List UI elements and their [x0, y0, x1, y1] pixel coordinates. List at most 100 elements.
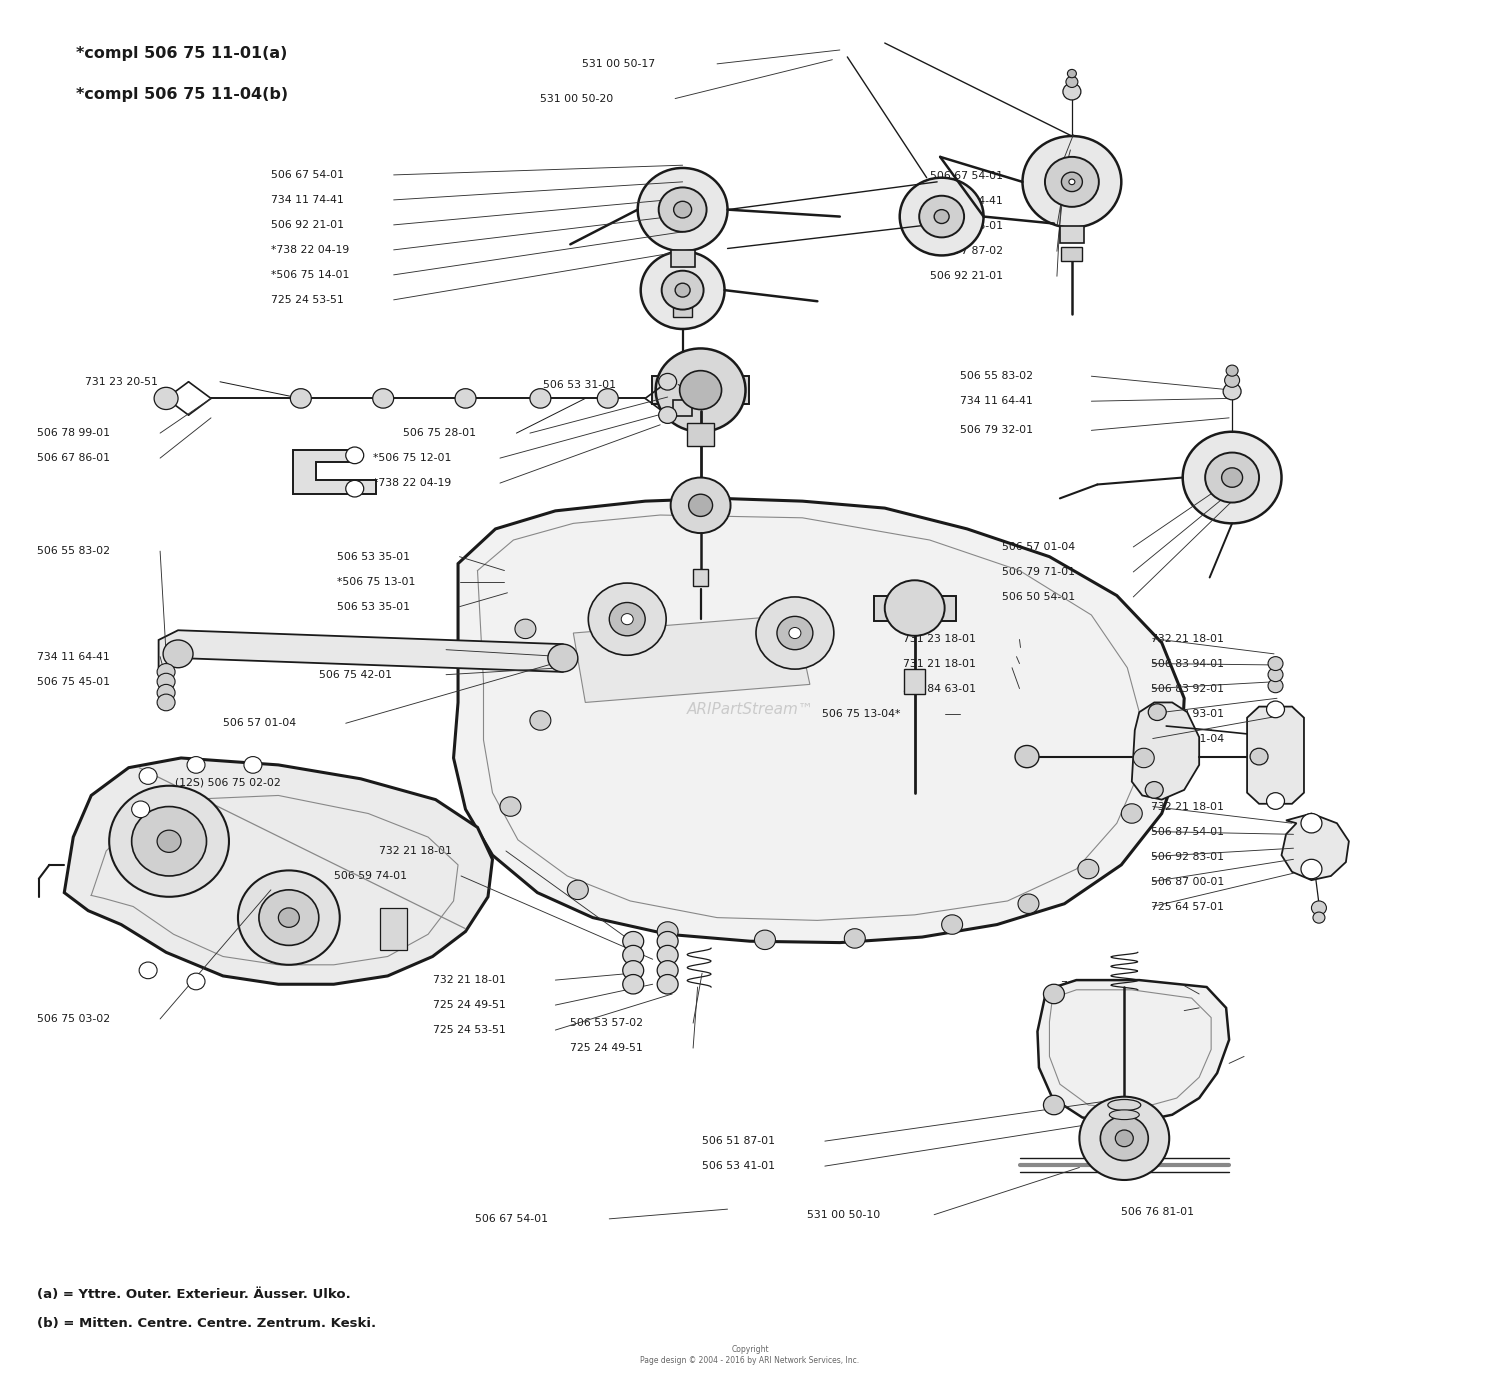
Circle shape	[621, 613, 633, 625]
Circle shape	[756, 597, 834, 669]
Circle shape	[1068, 70, 1077, 78]
Circle shape	[658, 406, 676, 423]
Circle shape	[754, 931, 776, 950]
Circle shape	[158, 673, 176, 690]
Circle shape	[548, 644, 578, 672]
Circle shape	[920, 196, 964, 238]
Text: *506 75 13-01: *506 75 13-01	[338, 577, 416, 587]
Text: 725 24 49-51: 725 24 49-51	[570, 1043, 644, 1053]
Text: 506 77 86-01: 506 77 86-01	[930, 221, 1002, 231]
Circle shape	[640, 252, 724, 330]
Text: 732 21 18-01: 732 21 18-01	[1062, 981, 1134, 990]
Polygon shape	[1246, 707, 1304, 804]
Circle shape	[1204, 452, 1258, 502]
Text: *compl 506 75 11-04(b): *compl 506 75 11-04(b)	[76, 88, 288, 103]
Text: 506 75 13-04*: 506 75 13-04*	[822, 708, 900, 719]
Text: 506 76 81-01: 506 76 81-01	[1122, 1207, 1194, 1217]
Circle shape	[345, 447, 363, 463]
Circle shape	[1023, 136, 1122, 228]
Bar	[693, 569, 708, 586]
Circle shape	[1266, 701, 1284, 718]
Circle shape	[1268, 679, 1282, 693]
Text: *738 22 04-19: *738 22 04-19	[372, 479, 452, 488]
Text: 506 53 31-01: 506 53 31-01	[543, 380, 616, 389]
Text: 506 79 71-01: 506 79 71-01	[1002, 568, 1074, 577]
Circle shape	[638, 168, 728, 252]
Circle shape	[657, 961, 678, 981]
Circle shape	[1016, 746, 1040, 768]
Text: 725 64 57-01: 725 64 57-01	[1152, 901, 1224, 911]
Text: 506 50 54-01: 506 50 54-01	[1002, 593, 1074, 602]
Circle shape	[688, 494, 712, 516]
Circle shape	[622, 932, 644, 951]
Circle shape	[622, 961, 644, 981]
Text: (a) = Yttre. Outer. Exterieur. Äusser. Ulko.: (a) = Yttre. Outer. Exterieur. Äusser. U…	[38, 1288, 351, 1301]
Circle shape	[1268, 657, 1282, 670]
Text: 734 11 74-41: 734 11 74-41	[272, 195, 344, 204]
Text: 506 75 42-01: 506 75 42-01	[320, 669, 392, 680]
Text: 506 55 83-02: 506 55 83-02	[960, 371, 1032, 381]
Text: 506 53 35-01: 506 53 35-01	[338, 602, 410, 612]
Polygon shape	[573, 615, 810, 702]
Circle shape	[291, 388, 312, 408]
Circle shape	[110, 786, 230, 897]
Text: 531 00 50-20: 531 00 50-20	[540, 93, 614, 103]
Text: 506 53 41-01: 506 53 41-01	[702, 1161, 776, 1171]
Text: 732 21 18-01: 732 21 18-01	[320, 644, 392, 655]
Circle shape	[514, 619, 535, 638]
Text: 506 67 54-01: 506 67 54-01	[474, 1214, 548, 1224]
Text: 732 21 18-01: 732 21 18-01	[1122, 1052, 1194, 1061]
Text: 506 87 54-01: 506 87 54-01	[1152, 826, 1224, 836]
Circle shape	[1080, 1096, 1168, 1180]
Circle shape	[1300, 814, 1322, 833]
Bar	[674, 303, 693, 317]
Text: 731 23 18-01: 731 23 18-01	[903, 633, 975, 644]
Text: ARIPartStream™: ARIPartStream™	[687, 702, 813, 716]
Circle shape	[885, 580, 945, 636]
Text: 725 24 53-51: 725 24 53-51	[272, 295, 344, 305]
Circle shape	[674, 202, 692, 218]
Bar	[1062, 248, 1083, 262]
Text: 506 75 45-01: 506 75 45-01	[38, 676, 111, 687]
Text: 506 51 87-01: 506 51 87-01	[702, 1136, 776, 1146]
Circle shape	[658, 373, 676, 389]
Polygon shape	[1281, 814, 1348, 881]
Circle shape	[1268, 668, 1282, 682]
Circle shape	[164, 640, 194, 668]
Text: 506 84 63-01: 506 84 63-01	[903, 683, 975, 694]
Circle shape	[1221, 467, 1242, 487]
Circle shape	[188, 757, 206, 773]
Ellipse shape	[1108, 1099, 1142, 1110]
Circle shape	[662, 271, 704, 310]
Text: 506 92 83-01: 506 92 83-01	[1152, 851, 1224, 861]
Circle shape	[1312, 912, 1324, 924]
Circle shape	[1266, 793, 1284, 810]
Text: 506 79 32-01: 506 79 32-01	[960, 426, 1032, 435]
Circle shape	[622, 975, 644, 995]
Bar	[652, 376, 750, 403]
Circle shape	[1064, 83, 1082, 100]
Circle shape	[454, 388, 476, 408]
Text: 725 24 49-51: 725 24 49-51	[432, 1000, 506, 1010]
Circle shape	[158, 694, 176, 711]
Circle shape	[1311, 901, 1326, 915]
Circle shape	[500, 797, 520, 817]
Text: Copyright
Page design © 2004 - 2016 by ARI Network Services, Inc.: Copyright Page design © 2004 - 2016 by A…	[640, 1345, 860, 1365]
Circle shape	[1101, 1116, 1149, 1160]
Polygon shape	[294, 449, 375, 494]
Text: 506 67 86-01: 506 67 86-01	[38, 453, 111, 463]
Circle shape	[1149, 704, 1166, 721]
Circle shape	[657, 946, 678, 965]
Text: 506 57 01-04: 506 57 01-04	[224, 718, 296, 729]
Bar	[873, 595, 956, 620]
Text: 506 53 57-02: 506 53 57-02	[570, 1018, 644, 1028]
Circle shape	[158, 830, 182, 853]
Circle shape	[279, 908, 300, 928]
Text: 734 11 74-41: 734 11 74-41	[930, 196, 1002, 206]
Circle shape	[1078, 860, 1100, 879]
Text: 506 83 94-01: 506 83 94-01	[1152, 658, 1224, 669]
Circle shape	[657, 922, 678, 942]
Circle shape	[1146, 782, 1162, 798]
Circle shape	[680, 370, 722, 409]
Circle shape	[1250, 748, 1268, 765]
